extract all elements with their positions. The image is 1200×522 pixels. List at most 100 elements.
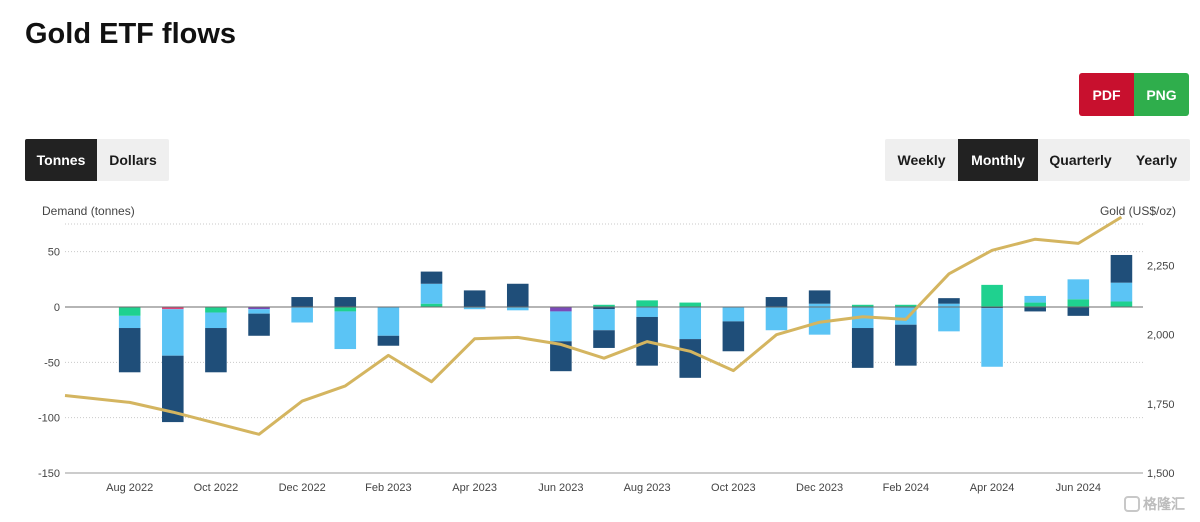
bar-segment: [1067, 307, 1090, 316]
bar-segment: [981, 307, 1003, 309]
bar-segment: [248, 313, 270, 336]
bar-segment: [334, 297, 357, 307]
bar-segment: [895, 304, 917, 307]
bar-segment: [851, 328, 874, 368]
bar-segment: [377, 307, 400, 336]
unit-toggle: Tonnes Dollars: [25, 139, 169, 181]
page-title: Gold ETF flows: [25, 18, 237, 50]
bar-segment: [162, 309, 184, 356]
bar-segment: [506, 283, 529, 307]
bar-segment: [895, 324, 917, 366]
x-tick-label: Dec 2022: [279, 482, 326, 494]
bar-segment: [851, 304, 874, 307]
gold-price-line: [64, 215, 1123, 436]
bar-segment: [679, 302, 702, 307]
x-tick-label: Oct 2023: [711, 482, 756, 494]
export-png-button[interactable]: PNG: [1134, 73, 1189, 116]
y-tick-label: 50: [48, 247, 60, 259]
bar-segment: [162, 355, 184, 423]
x-tick-label: Jun 2024: [1056, 482, 1101, 494]
bar-segment: [162, 307, 184, 310]
bar-segment: [334, 307, 357, 312]
watermark-icon: [1124, 496, 1140, 512]
bar-segment: [1024, 307, 1046, 312]
bar-segment: [420, 271, 443, 284]
tab-monthly[interactable]: Monthly: [958, 139, 1038, 181]
bar-segment: [550, 341, 572, 372]
bar-segment: [420, 303, 443, 307]
bar-segment: [808, 303, 831, 307]
bar-segment: [248, 307, 270, 310]
export-buttons: PDF PNG: [1079, 73, 1189, 116]
x-tick-label: Apr 2024: [970, 482, 1015, 494]
x-tick-label: Feb 2024: [883, 482, 929, 494]
bar-segment: [1110, 254, 1133, 283]
bar-segment: [636, 307, 658, 317]
x-tick-label: Apr 2023: [452, 482, 497, 494]
bar-segment: [765, 297, 788, 307]
export-pdf-button[interactable]: PDF: [1079, 73, 1134, 116]
tab-weekly[interactable]: Weekly: [897, 152, 946, 168]
bar-segment: [722, 307, 745, 322]
bar-segment: [679, 339, 702, 378]
x-tick-label: Aug 2023: [624, 482, 671, 494]
bar-segment: [506, 307, 529, 311]
x-tick-label: Dec 2023: [796, 482, 843, 494]
y-tick-label: 0: [54, 302, 60, 314]
bar-segment: [1067, 299, 1090, 307]
x-tick-label: Oct 2022: [194, 482, 239, 494]
tab-quarterly[interactable]: Quarterly: [1049, 152, 1112, 168]
bar-segment: [205, 328, 227, 373]
watermark: 格隆汇: [1124, 494, 1185, 514]
watermark-text: 格隆汇: [1143, 496, 1185, 512]
bar-segment: [550, 307, 572, 312]
bar-segment: [377, 335, 400, 346]
bar-segment: [938, 298, 960, 304]
bar-segment: [118, 315, 141, 329]
bar-segment: [1024, 302, 1046, 307]
y2-tick-label: 1,750: [1147, 399, 1175, 411]
y-tick-label: -50: [44, 357, 60, 369]
bar-segment: [463, 307, 486, 310]
bar-segment: [981, 284, 1003, 307]
y-axis-title-right: Gold (US$/oz): [1099, 204, 1176, 218]
x-tick-label: Jun 2023: [538, 482, 583, 494]
y2-tick-label: 2,000: [1147, 330, 1175, 342]
bar-segment: [1110, 301, 1133, 307]
bar-segment: [593, 304, 615, 307]
bar-segment: [938, 303, 960, 307]
y2-tick-label: 1,500: [1147, 468, 1175, 480]
bar-segment: [722, 321, 745, 352]
bar-segment: [593, 307, 615, 310]
bar-segment: [118, 307, 141, 316]
bar-segment: [679, 307, 702, 340]
x-tick-label: Aug 2022: [106, 482, 153, 494]
bar-segment: [205, 307, 227, 313]
bar-segment: [463, 290, 486, 307]
tab-tonnes[interactable]: Tonnes: [25, 139, 97, 181]
bar-segment: [981, 308, 1003, 367]
bar-segment: [808, 290, 831, 304]
bar-segment: [593, 309, 615, 331]
bar-segment: [291, 297, 313, 307]
y-tick-label: -100: [38, 413, 60, 425]
bar-segment: [420, 283, 443, 304]
bar-segment: [1110, 282, 1133, 302]
y-axis-title-left: Demand (tonnes): [42, 204, 135, 218]
bar-segment: [248, 309, 270, 314]
bar-segment: [334, 311, 357, 350]
bar-segment: [1067, 279, 1090, 300]
bar-segment: [118, 328, 141, 373]
bar-segment: [636, 300, 658, 307]
frequency-toggle: Weekly Monthly Quarterly Yearly: [885, 139, 1190, 181]
x-tick-label: Feb 2023: [365, 482, 411, 494]
bar-segment: [938, 307, 960, 332]
y2-tick-label: 2,250: [1147, 261, 1175, 273]
bar-segment: [550, 311, 572, 342]
bar-segment: [593, 330, 615, 348]
tab-dollars[interactable]: Dollars: [109, 152, 157, 168]
bar-segment: [291, 307, 313, 323]
tab-yearly[interactable]: Yearly: [1135, 152, 1178, 168]
bar-segment: [205, 312, 227, 329]
